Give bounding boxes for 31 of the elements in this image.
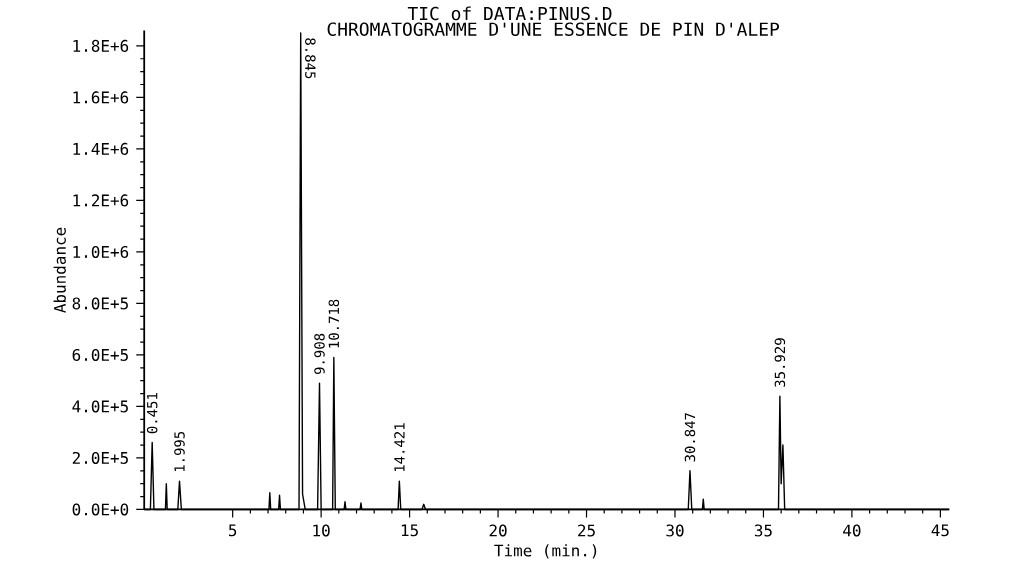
x-tick-label: 40 — [843, 524, 861, 537]
y-tick-label: 8.0E+5 — [72, 297, 128, 310]
annotation: 10.718 — [328, 299, 340, 348]
y-tick-label: 6.0E+5 — [72, 348, 128, 361]
y-tick-label: 1.2E+6 — [73, 194, 129, 207]
x-tick-label: 25 — [578, 524, 595, 537]
y-tick-label: 1.8E+6 — [73, 39, 129, 52]
x-tick-label: 5 — [228, 524, 237, 537]
y-axis-title: Abundance — [53, 227, 66, 313]
y-tick-label: 1.6E+6 — [73, 91, 129, 104]
annotation: 8.845 — [305, 38, 316, 79]
y-tick-label: 4.0E+5 — [72, 400, 128, 413]
chart-title: TIC of DATA:PINUS.D — [407, 6, 612, 21]
annotation: 9.908 — [314, 333, 325, 375]
x-tick-label: 35 — [754, 524, 772, 537]
annotation: 35.929 — [774, 338, 786, 387]
x-tick-label: 20 — [489, 524, 507, 537]
annotation: 14.421 — [394, 423, 405, 472]
x-tick-label: 10 — [313, 524, 330, 537]
y-tick-label: 0.0E+0 — [72, 503, 129, 516]
x-axis-title: Time (min.) — [494, 544, 597, 559]
annotation: 30.847 — [684, 413, 696, 462]
x-tick-label: 15 — [401, 524, 418, 537]
annotation: 0.451 — [146, 393, 158, 434]
x-tick-label: 30 — [666, 524, 684, 537]
annotation: 1.995 — [174, 431, 185, 472]
y-tick-label: 2.0E+5 — [72, 451, 128, 464]
y-tick-label: 1.0E+6 — [73, 245, 129, 258]
chart-subtitle: CHROMATOGRAMME D'UNE ESSENCE DE PIN D'ALEP — [327, 22, 780, 36]
x-tick-label: 45 — [931, 524, 949, 537]
y-tick-label: 1.4E+6 — [73, 142, 129, 155]
